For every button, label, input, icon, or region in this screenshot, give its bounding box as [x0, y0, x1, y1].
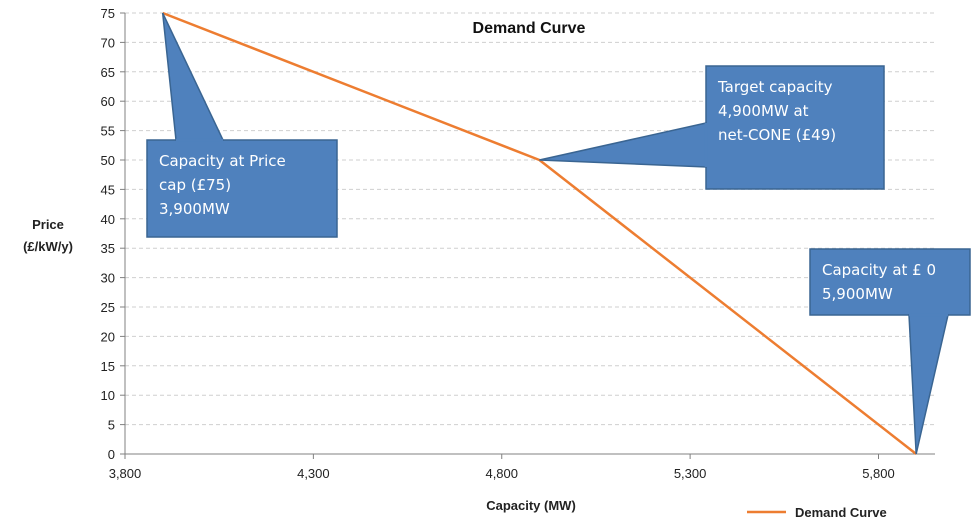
callout-2-line-2: 4,900MW at — [718, 102, 809, 120]
legend-label: Demand Curve — [795, 505, 887, 520]
y-tick-label-75: 75 — [101, 6, 115, 21]
x-tick-label-5300: 5,300 — [674, 466, 707, 481]
callout-box-3 — [809, 248, 971, 316]
callout-3-line-1: Capacity at £ 0 — [822, 261, 936, 279]
y-axis-label-line2: (£/kW/y) — [23, 239, 73, 254]
callout-pointer-3 — [908, 314, 949, 455]
callout-1: Capacity at Price cap (£75) 3,900MW — [146, 12, 338, 238]
x-axis-label: Capacity (MW) — [486, 498, 576, 513]
y-tick-label-35: 35 — [101, 241, 115, 256]
axes — [120, 12, 935, 459]
callout-2-line-1: Target capacity — [717, 78, 833, 96]
y-tick-label-15: 15 — [101, 359, 115, 374]
x-tick-label-5800: 5,800 — [862, 466, 895, 481]
callout-box-1 — [146, 139, 338, 238]
y-tick-label-20: 20 — [101, 329, 115, 344]
y-tick-label-40: 40 — [101, 212, 115, 227]
callouts: Capacity at Price cap (£75) 3,900MW Target … — [146, 12, 971, 455]
y-tick-label-55: 55 — [101, 124, 115, 139]
callout-pointer-2 — [539, 122, 707, 168]
y-tick-label-65: 65 — [101, 65, 115, 80]
y-tick-label-60: 60 — [101, 94, 115, 109]
y-tick-label-30: 30 — [101, 271, 115, 286]
y-tick-label-0: 0 — [108, 447, 115, 462]
y-tick-label-25: 25 — [101, 300, 115, 315]
x-tick-label-3800: 3,800 — [109, 466, 142, 481]
y-tick-labels: 0 5 10 15 20 25 30 35 40 45 50 55 60 65 70 75 — [101, 6, 115, 462]
callout-1-line-1: Capacity at Price — [159, 152, 286, 170]
y-tick-label-50: 50 — [101, 153, 115, 168]
series-line-0 — [162, 11, 917, 455]
callout-2: Target capacity 4,900MW at net-CONE (£49) — [539, 65, 885, 190]
legend: Demand Curve — [747, 505, 887, 520]
callout-1-line-3: 3,900MW — [159, 200, 230, 218]
y-tick-label-70: 70 — [101, 35, 115, 50]
y-axis-label-line1: Price — [32, 217, 64, 232]
chart-title: Demand Curve — [473, 20, 586, 37]
callout-3-line-2: 5,900MW — [822, 285, 893, 303]
y-tick-label-5: 5 — [108, 418, 115, 433]
y-tick-label-10: 10 — [101, 388, 115, 403]
x-tick-label-4300: 4,300 — [297, 466, 330, 481]
x-tick-labels: 3,800 4,300 4,800 5,300 5,800 — [109, 466, 895, 481]
callout-box-2 — [705, 65, 885, 190]
callout-3: Capacity at £ 0 5,900MW — [809, 248, 971, 455]
y-tick-label-45: 45 — [101, 182, 115, 197]
x-tick-label-4800: 4,800 — [485, 466, 518, 481]
series-layer — [162, 11, 917, 455]
callout-2-line-3: net-CONE (£49) — [718, 126, 836, 144]
callout-1-line-2: cap (£75) — [159, 176, 231, 194]
